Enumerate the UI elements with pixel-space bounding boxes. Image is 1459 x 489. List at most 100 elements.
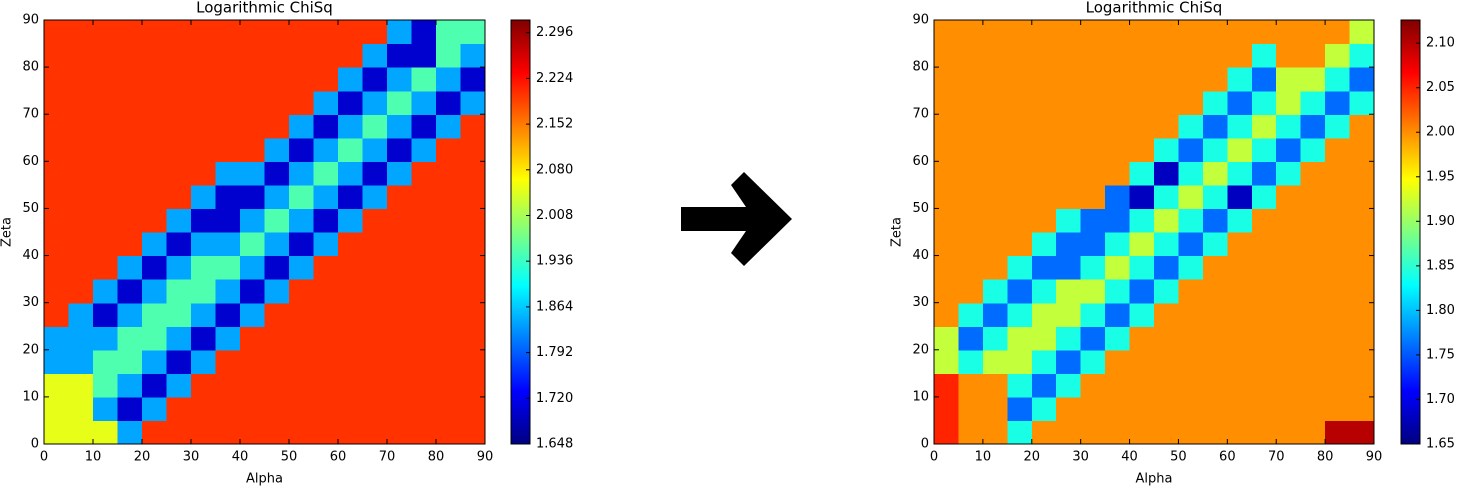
heatmap-cell	[1007, 137, 1033, 162]
heatmap-cell	[191, 20, 217, 45]
y-tick-label: 50	[22, 201, 39, 216]
heatmap-cell	[1031, 161, 1057, 186]
heatmap-cell	[362, 20, 388, 45]
heatmap-cell	[1154, 184, 1180, 210]
heatmap-cell	[387, 302, 413, 327]
heatmap-cell	[1325, 114, 1351, 139]
heatmap-cell	[1227, 43, 1253, 68]
heatmap-cell	[1056, 137, 1082, 162]
heatmap-cell	[1056, 114, 1082, 139]
heatmap-cell	[362, 420, 388, 445]
heatmap-cell	[1056, 420, 1082, 445]
heatmap-cell	[1227, 90, 1253, 115]
heatmap-cell	[460, 420, 486, 445]
heatmap-cell	[1251, 90, 1277, 115]
heatmap-cell	[387, 90, 413, 115]
heatmap-cell	[289, 208, 315, 233]
heatmap-cell	[1105, 43, 1131, 68]
heatmap-cell	[1080, 326, 1106, 351]
heatmap-cell	[1276, 208, 1302, 233]
heatmap-cell	[313, 114, 339, 139]
heatmap-cell	[1154, 43, 1180, 68]
heatmap-cell	[387, 373, 413, 398]
heatmap-cell	[44, 43, 70, 68]
heatmap-cell	[1251, 255, 1277, 280]
heatmap-cell	[142, 184, 168, 210]
heatmap-cell	[289, 90, 315, 115]
heatmap-cell	[93, 208, 119, 233]
heatmap-cell	[436, 349, 462, 374]
heatmap-cell	[387, 326, 413, 351]
heatmap-cell	[215, 114, 241, 139]
heatmap-cell	[958, 137, 984, 162]
x-tick-label: 40	[232, 450, 249, 465]
heatmap-cell	[93, 420, 119, 445]
heatmap-cell	[166, 302, 192, 327]
heatmap-cell	[166, 279, 192, 304]
heatmap-cell	[117, 232, 143, 257]
colorbar-tick-label: 1.80	[1426, 303, 1455, 318]
heatmap-cell	[1007, 90, 1033, 115]
heatmap-cell	[1276, 396, 1302, 422]
heatmap-cell	[387, 208, 413, 233]
heatmap-cell	[387, 420, 413, 445]
heatmap-cell	[1080, 67, 1106, 92]
heatmap-cell	[460, 326, 486, 351]
heatmap-cell	[1202, 302, 1228, 327]
heatmap-cell	[142, 67, 168, 92]
heatmap-cell	[313, 279, 339, 304]
heatmap-cell	[289, 302, 315, 327]
heatmap-cell	[44, 232, 70, 257]
heatmap-cell	[934, 184, 960, 210]
heatmap-cell	[191, 232, 217, 257]
heatmap-cell	[240, 279, 266, 304]
heatmap-cell	[1154, 302, 1180, 327]
heatmap-cell	[44, 137, 70, 162]
x-tick-label: 90	[477, 450, 494, 465]
heatmap-cell	[411, 137, 437, 162]
x-tick-label: 30	[1072, 450, 1089, 465]
y-axis-label: Zeta	[0, 217, 15, 247]
heatmap-cell	[1227, 396, 1253, 422]
heatmap-cell	[1202, 90, 1228, 115]
heatmap-cell	[387, 349, 413, 374]
heatmap-cell	[240, 255, 266, 280]
heatmap-cell	[1105, 373, 1131, 398]
heatmap-cell	[1251, 349, 1277, 374]
heatmap-cell	[1056, 255, 1082, 280]
heatmap-cell	[1276, 232, 1302, 257]
heatmap-cell	[93, 20, 119, 45]
heatmap-cell	[93, 255, 119, 280]
heatmap-cell	[1056, 90, 1082, 115]
heatmap-cell	[215, 67, 241, 92]
x-tick-label: 70	[379, 450, 396, 465]
heatmap-cell	[1031, 114, 1057, 139]
heatmap-cell	[1251, 67, 1277, 92]
heatmap-cell	[142, 114, 168, 139]
heatmap-cell	[264, 279, 290, 304]
heatmap-cell	[191, 326, 217, 351]
heatmap-cell	[982, 184, 1008, 210]
heatmap-cell	[411, 232, 437, 257]
heatmap-cell	[1105, 326, 1131, 351]
heatmap-cell	[1276, 184, 1302, 210]
heatmap-cell	[1178, 67, 1204, 92]
heatmap-cell	[1080, 255, 1106, 280]
y-tick-label: 90	[912, 13, 929, 28]
heatmap-cell	[240, 90, 266, 115]
heatmap-cell	[1251, 420, 1277, 445]
heatmap-cell	[1129, 373, 1155, 398]
heatmap-cell	[1251, 114, 1277, 139]
heatmap-cell	[191, 208, 217, 233]
heatmap-cell	[1202, 114, 1228, 139]
heatmap-cell	[1202, 20, 1228, 45]
heatmap-cell	[44, 114, 70, 139]
heatmap-cell	[387, 279, 413, 304]
heatmap-cell	[166, 326, 192, 351]
heatmap-cell	[436, 373, 462, 398]
heatmap-cell	[1325, 373, 1351, 398]
heatmap-cell	[117, 326, 143, 351]
colorbar-tick-label: 1.936	[536, 254, 573, 269]
heatmap-cell	[982, 43, 1008, 68]
heatmap-cell	[436, 114, 462, 139]
